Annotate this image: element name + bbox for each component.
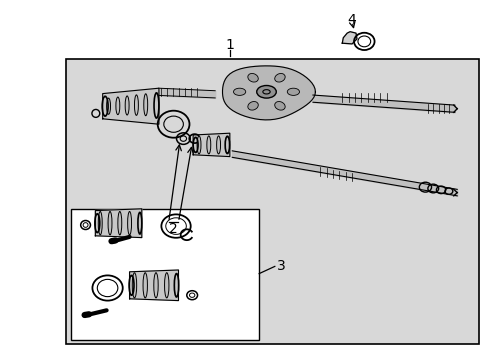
Ellipse shape [127, 212, 131, 235]
Ellipse shape [118, 212, 122, 235]
Ellipse shape [108, 212, 112, 235]
Ellipse shape [132, 273, 137, 298]
Ellipse shape [256, 86, 276, 98]
Ellipse shape [197, 136, 201, 154]
Polygon shape [193, 133, 229, 157]
Ellipse shape [247, 73, 258, 82]
Ellipse shape [274, 102, 285, 110]
Ellipse shape [116, 97, 120, 114]
Ellipse shape [143, 94, 147, 116]
Bar [66, 59, 478, 344]
Ellipse shape [287, 88, 299, 95]
Bar [71, 209, 259, 340]
Ellipse shape [106, 98, 110, 114]
Ellipse shape [153, 273, 158, 298]
Polygon shape [222, 66, 315, 120]
Ellipse shape [233, 88, 245, 95]
Text: 2: 2 [169, 222, 178, 235]
Polygon shape [129, 270, 178, 301]
Polygon shape [95, 209, 142, 238]
Ellipse shape [143, 273, 147, 298]
Ellipse shape [216, 136, 220, 154]
Ellipse shape [274, 73, 285, 82]
Ellipse shape [98, 212, 102, 235]
Ellipse shape [125, 96, 129, 115]
Ellipse shape [206, 136, 210, 154]
Text: 1: 1 [225, 38, 234, 52]
Text: 4: 4 [347, 13, 356, 27]
Text: 3: 3 [276, 260, 285, 273]
Polygon shape [342, 32, 356, 44]
Ellipse shape [247, 102, 258, 110]
Ellipse shape [164, 273, 169, 298]
Ellipse shape [134, 95, 138, 115]
Polygon shape [102, 88, 159, 124]
